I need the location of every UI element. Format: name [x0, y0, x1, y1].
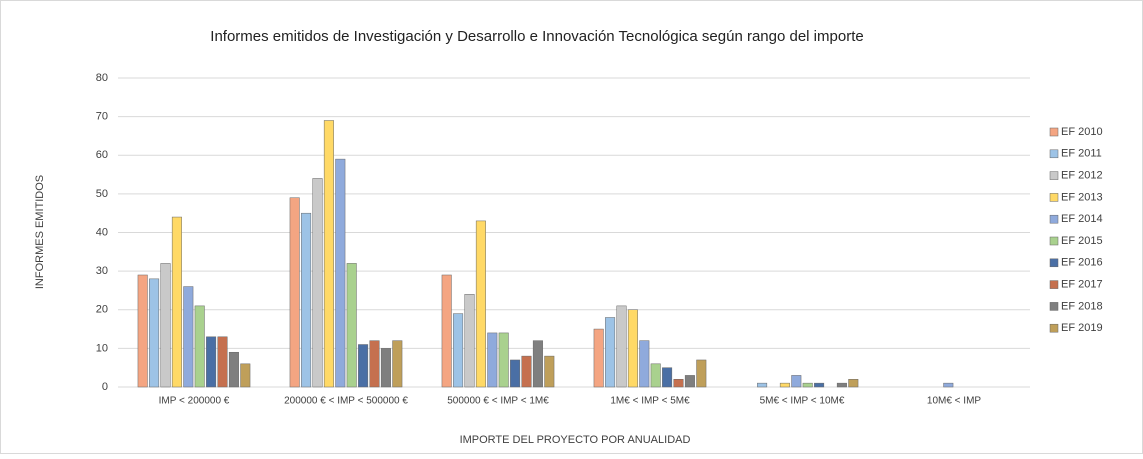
bar: [532, 340, 543, 388]
bar: [464, 294, 475, 388]
legend-swatch: [1049, 171, 1059, 180]
y-tick-label: 20: [96, 304, 108, 316]
bar: [639, 340, 650, 388]
legend-label: EF 2011: [1061, 148, 1102, 160]
legend-label: EF 2016: [1061, 257, 1103, 269]
y-axis-label: INFORMES EMITIDOS: [34, 175, 46, 289]
chart-title: Informes emitidos de Investigación y Des…: [210, 28, 863, 45]
bar: [441, 274, 452, 388]
bar: [521, 355, 532, 388]
y-tick-label: 0: [102, 381, 108, 393]
bar: [183, 286, 194, 388]
bar: [171, 216, 182, 388]
legend-swatch: [1049, 193, 1059, 202]
legend-label: EF 2014: [1061, 213, 1103, 225]
bar: [943, 382, 954, 388]
bar: [814, 382, 825, 388]
bar: [312, 178, 323, 388]
bar: [453, 313, 464, 388]
bar: [137, 274, 148, 388]
bar: [673, 379, 684, 388]
x-tick-label: 1M€ < IMP < 5M€: [610, 396, 690, 407]
bar: [149, 278, 160, 388]
bar: [593, 328, 604, 388]
bar: [510, 359, 521, 388]
legend-label: EF 2010: [1061, 126, 1103, 138]
bar: [836, 382, 847, 388]
bar: [346, 263, 357, 388]
bar: [301, 212, 312, 388]
bar: [240, 363, 251, 388]
legend-label: EF 2019: [1061, 322, 1103, 334]
y-tick-label: 40: [96, 226, 108, 238]
bar: [848, 379, 859, 388]
legend-swatch: [1049, 236, 1059, 246]
bar: [160, 263, 171, 388]
legend-swatch: [1049, 127, 1059, 137]
y-tick-label: 70: [96, 111, 108, 123]
bar: [684, 375, 695, 388]
x-tick-label: 10M€ < IMP: [927, 396, 982, 407]
legend-label: EF 2013: [1061, 191, 1103, 203]
legend-swatch: [1049, 323, 1059, 333]
legend-swatch: [1049, 214, 1059, 224]
y-tick-label: 80: [96, 72, 108, 84]
bar: [487, 332, 498, 388]
bar: [475, 220, 486, 388]
bar: [650, 363, 661, 388]
bar: [369, 340, 380, 388]
y-tick-label: 50: [96, 188, 108, 200]
legend-swatch: [1049, 258, 1059, 268]
y-tick-label: 60: [96, 149, 108, 161]
bar: [544, 355, 555, 388]
bar: [616, 305, 627, 388]
legend-label: EF 2015: [1061, 235, 1103, 247]
bar: [779, 382, 790, 388]
bar: [791, 375, 802, 388]
legend-swatch: [1049, 280, 1059, 289]
x-axis-label: IMPORTE DEL PROYECTO POR ANUALIDAD: [460, 434, 691, 446]
bar: [358, 344, 369, 388]
bar: [605, 317, 616, 388]
legend-label: EF 2018: [1061, 300, 1103, 312]
bar: [662, 367, 673, 388]
x-tick-label: IMP < 200000 €: [159, 396, 230, 407]
legend-label: EF 2012: [1061, 170, 1103, 182]
x-tick-label: 500000 € < IMP < 1M€: [447, 396, 549, 407]
bar: [289, 197, 300, 388]
bar: [380, 348, 391, 388]
bar: [627, 309, 638, 388]
x-tick-label: 200000 € < IMP < 500000 €: [284, 396, 408, 407]
bar: [757, 382, 768, 388]
bar: [206, 336, 217, 388]
x-tick-label: 5M€ < IMP < 10M€: [760, 396, 845, 407]
bar: [217, 336, 228, 388]
bar: [498, 332, 509, 388]
bar: [194, 305, 205, 388]
bar: [802, 382, 813, 388]
bar: [323, 120, 334, 388]
legend-swatch: [1049, 149, 1059, 159]
bar: [696, 359, 707, 388]
legend-label: EF 2017: [1061, 279, 1103, 291]
y-tick-label: 10: [96, 342, 108, 354]
bar: [392, 340, 403, 388]
bar: [228, 351, 239, 388]
y-tick-label: 30: [96, 265, 108, 277]
bar: [335, 158, 346, 388]
legend-swatch: [1049, 302, 1059, 311]
